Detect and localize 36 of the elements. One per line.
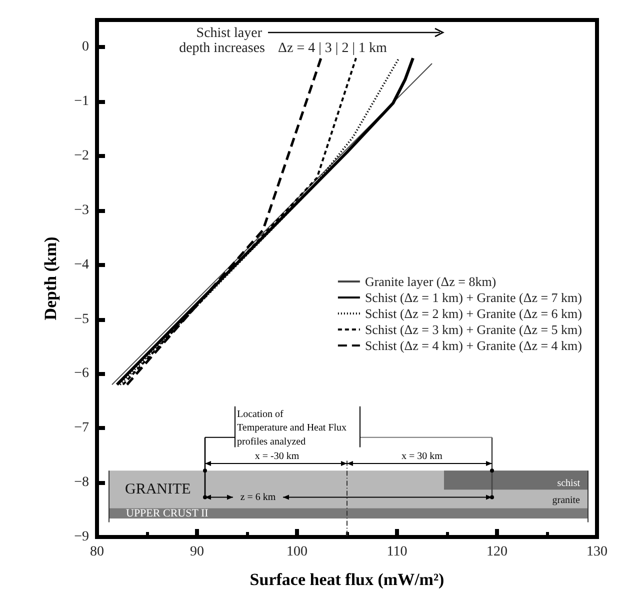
annotation: schist — [557, 478, 580, 490]
y-axis-title: Depth (km) — [41, 236, 60, 320]
y-tick-label: −9 — [74, 530, 89, 544]
legend-label: Schist (Δz = 2 km) + Granite (Δz = 6 km) — [364, 306, 582, 321]
annotation: depth increases — [179, 40, 265, 56]
x-tick-label: 130 — [586, 544, 608, 560]
x-tick-label: 80 — [90, 544, 104, 560]
legend-label: Schist (Δz = 4 km) + Granite (Δz = 4 km) — [364, 338, 582, 353]
y-tick-label: −1 — [74, 94, 89, 110]
annotation: x = -30 km — [254, 450, 300, 462]
y-tick-label: −2 — [74, 148, 89, 164]
annotation: GRANITE — [125, 482, 191, 498]
y-tick-label: −7 — [74, 420, 89, 436]
annotation: Temperature and Heat Flux — [237, 422, 347, 434]
annotation: x = 30 km — [402, 450, 443, 462]
y-tick-label: −5 — [74, 312, 89, 327]
legend-label: Granite layer (Δz = 8km) — [364, 274, 496, 289]
y-tick-label: −8 — [74, 475, 89, 490]
y-tick-label: −4 — [74, 257, 89, 272]
annotation: z = 6 km — [240, 492, 276, 503]
annotation: profiles analyzed — [237, 436, 306, 448]
annotation: Location of — [237, 409, 284, 420]
y-tick-label: −3 — [74, 202, 89, 218]
y-tick-label: −6 — [74, 366, 89, 382]
x-axis-title: Surface heat flux (mW/m²) — [250, 570, 444, 589]
annotation: UPPER CRUST II — [126, 508, 209, 520]
x-tick-label: 110 — [386, 544, 408, 560]
annotation: Schist layer — [196, 26, 262, 42]
x-tick-label: 90 — [190, 544, 204, 560]
legend-label: Schist (Δz = 3 km) + Granite (Δz = 5 km) — [364, 322, 582, 337]
x-tick-label: 120 — [486, 544, 508, 560]
x-tick-label: 100 — [286, 544, 308, 560]
annotation: Δz = 4 | 3 | 2 | 1 km — [278, 40, 388, 56]
y-tick-label: 0 — [82, 40, 89, 55]
annotation: granite — [552, 495, 581, 506]
legend-label: Schist (Δz = 1 km) + Granite (Δz = 7 km) — [364, 290, 582, 305]
